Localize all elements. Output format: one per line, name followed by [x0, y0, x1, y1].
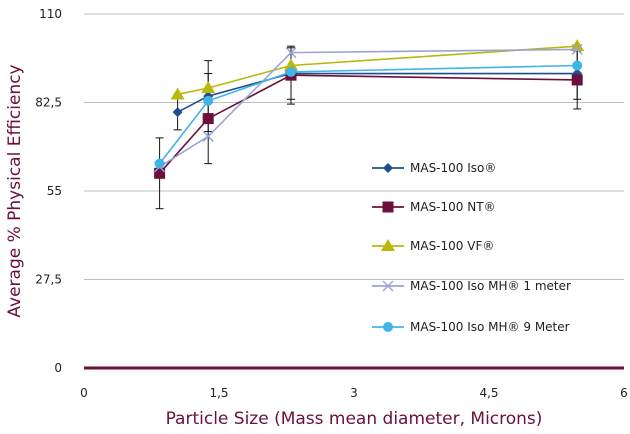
- legend-item: MAS-100 Iso®: [372, 161, 496, 175]
- y-tick-label: 110: [39, 7, 62, 21]
- series-layer: [154, 39, 585, 210]
- x-tick-label: 3: [350, 386, 358, 400]
- series-line: [158, 64, 578, 165]
- data-point-x: [571, 43, 583, 55]
- data-point-triangle: [570, 39, 585, 52]
- legend-label: MAS-100 Iso MH® 9 Meter: [410, 320, 570, 334]
- data-point-square: [382, 201, 394, 213]
- series-5: [154, 60, 583, 169]
- series-line: [177, 45, 578, 96]
- x-tick-label: 0: [80, 386, 88, 400]
- legend-label: MAS-100 Iso MH® 1 meter: [410, 279, 571, 293]
- y-tick-label: 82,5: [35, 96, 62, 110]
- gridlines: [84, 13, 624, 280]
- x-axis-label: Particle Size (Mass mean diameter, Micro…: [166, 409, 543, 429]
- data-point-circle: [203, 95, 214, 106]
- y-axis-label: Average % Physical Efficiency: [5, 64, 25, 317]
- series-line: [159, 48, 578, 168]
- legend-label: MAS-100 NT®: [410, 200, 496, 214]
- data-point-circle: [383, 322, 393, 332]
- x-tick-label: 4,5: [479, 386, 498, 400]
- legend-item: MAS-100 NT®: [372, 200, 496, 214]
- legend-item: MAS-100 VF®: [372, 239, 494, 253]
- data-point-circle: [572, 60, 583, 71]
- data-point-square: [571, 74, 583, 86]
- series-3: [170, 39, 585, 100]
- data-point-circle: [154, 158, 165, 169]
- data-point-diamond: [383, 163, 393, 173]
- x-tick-label: 1,5: [209, 386, 228, 400]
- legend: MAS-100 Iso® MAS-100 NT® MAS-100 VF® MAS-10…: [372, 161, 571, 334]
- x-tick-label: 6: [620, 386, 628, 400]
- legend-item: MAS-100 Iso MH® 9 Meter: [372, 320, 570, 334]
- marker-stroke: [285, 47, 297, 59]
- data-point-x: [382, 280, 394, 292]
- data-point-x: [202, 130, 214, 142]
- data-point-triangle: [284, 58, 298, 71]
- data-point-circle: [286, 66, 296, 77]
- series-4: [154, 43, 583, 173]
- marker-stroke: [202, 130, 214, 142]
- legend-label: MAS-100 Iso®: [410, 161, 496, 175]
- data-point-x: [285, 47, 297, 59]
- series-line: [159, 74, 578, 174]
- marker-stroke: [571, 43, 583, 55]
- x-axis-ticks: 0 1,5 3 4,5 6: [80, 386, 628, 400]
- y-tick-label: 0: [54, 361, 62, 375]
- marker-stroke: [382, 280, 394, 292]
- y-axis-ticks: 0 27,5 55 82,5 110: [35, 7, 62, 375]
- y-tick-label: 55: [47, 184, 62, 198]
- data-point-square: [202, 113, 214, 125]
- data-point-triangle: [201, 81, 216, 94]
- series-line: [177, 72, 578, 113]
- data-point-square: [154, 167, 166, 179]
- legend-label: MAS-100 VF®: [410, 239, 494, 253]
- data-point-diamond: [172, 107, 183, 118]
- data-point-triangle: [381, 239, 395, 251]
- y-tick-label: 27,5: [35, 273, 62, 287]
- legend-item: MAS-100 Iso MH® 1 meter: [372, 279, 571, 293]
- data-point-triangle: [170, 87, 185, 100]
